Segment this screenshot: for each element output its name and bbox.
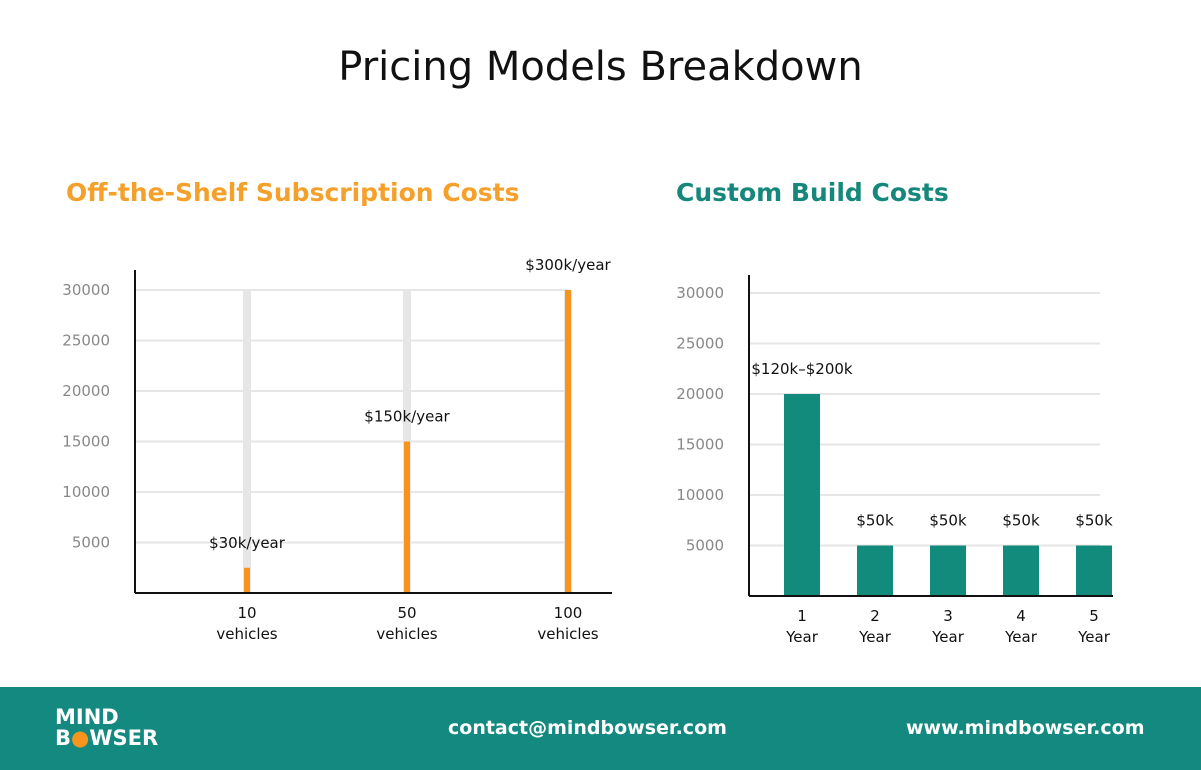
y-tick-label: 25000 xyxy=(676,335,724,353)
data-label: $50k xyxy=(1075,512,1113,530)
x-tick-label: 50 xyxy=(397,604,416,622)
mindbowser-logo: MIND B●WSER xyxy=(55,705,159,750)
data-label: $150k/year xyxy=(364,408,450,426)
charts-canvas: 50001000015000200002500030000$30k/year10… xyxy=(62,256,1113,646)
y-tick-label: 25000 xyxy=(62,332,110,350)
bar xyxy=(244,567,250,593)
x-tick-label: 4 xyxy=(1016,607,1026,625)
y-tick-label: 5000 xyxy=(686,537,724,555)
x-tick-label: Year xyxy=(785,628,819,646)
bar xyxy=(1076,545,1112,596)
x-tick-label: Year xyxy=(1077,628,1111,646)
y-tick-label: 15000 xyxy=(676,436,724,454)
y-tick-label: 15000 xyxy=(62,433,110,451)
chart-title-custom: Custom Build Costs xyxy=(676,178,949,207)
y-tick-label: 30000 xyxy=(676,284,724,302)
data-label: $300k/year xyxy=(525,256,611,274)
page-title: Pricing Models Breakdown xyxy=(338,44,863,90)
data-label: $30k/year xyxy=(209,534,286,552)
y-tick-label: 10000 xyxy=(676,486,724,504)
bar xyxy=(784,394,820,596)
y-tick-label: 5000 xyxy=(72,534,110,552)
x-tick-label: vehicles xyxy=(537,625,598,643)
x-tick-label: 100 xyxy=(554,604,583,622)
footer: MIND B●WSER contact@mindbowser.com www.mi… xyxy=(0,687,1201,770)
x-tick-label: Year xyxy=(1004,628,1038,646)
y-tick-label: 20000 xyxy=(676,385,724,403)
bar-track xyxy=(243,290,251,593)
bar xyxy=(857,545,893,596)
data-label: $50k xyxy=(1002,512,1040,530)
data-label: $50k xyxy=(929,512,967,530)
bar xyxy=(404,441,410,593)
y-tick-label: 30000 xyxy=(62,281,110,299)
x-tick-label: Year xyxy=(931,628,965,646)
x-tick-label: Year xyxy=(858,628,892,646)
x-tick-label: 2 xyxy=(870,607,880,625)
contact-email[interactable]: contact@mindbowser.com xyxy=(448,717,727,739)
website-link[interactable]: www.mindbowser.com xyxy=(906,717,1145,739)
x-tick-label: 1 xyxy=(797,607,807,625)
bar xyxy=(930,545,966,596)
bar xyxy=(1003,545,1039,596)
bar xyxy=(565,290,571,593)
y-tick-label: 20000 xyxy=(62,382,110,400)
x-tick-label: vehicles xyxy=(216,625,277,643)
data-label: $50k xyxy=(856,512,894,530)
x-tick-label: 10 xyxy=(237,604,256,622)
chart-title-subscription: Off-the-Shelf Subscription Costs xyxy=(66,178,520,207)
x-tick-label: 5 xyxy=(1089,607,1099,625)
x-tick-label: vehicles xyxy=(376,625,437,643)
y-tick-label: 10000 xyxy=(62,483,110,501)
data-label: $120k–$200k xyxy=(751,360,853,378)
x-tick-label: 3 xyxy=(943,607,953,625)
